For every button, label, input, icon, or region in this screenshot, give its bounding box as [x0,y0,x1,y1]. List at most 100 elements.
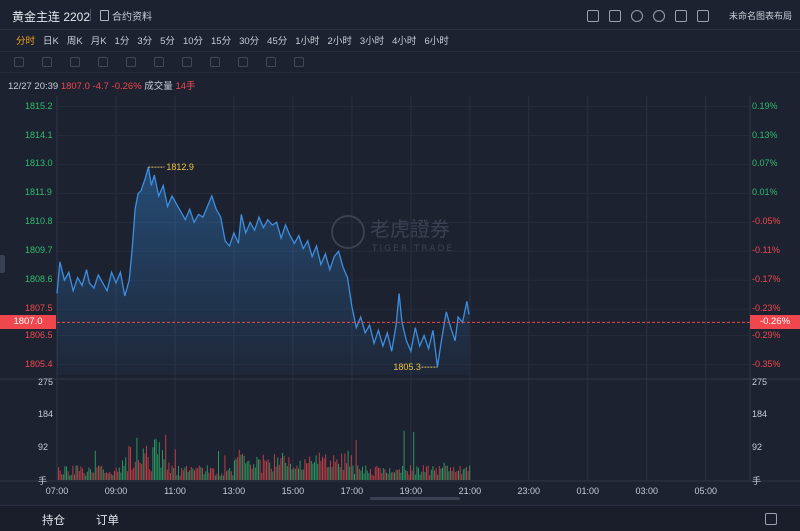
info-price: 1807.0 [60,81,90,92]
volume-bar [422,465,424,480]
measure-tool-icon[interactable] [126,57,136,67]
volume-bar [230,471,232,480]
settings-icon[interactable] [650,7,666,23]
layout-name[interactable]: 未命名图表布局 [728,11,792,21]
volume-bar [134,461,136,480]
volume-bar [138,460,139,480]
eye-tool-icon[interactable] [238,57,248,67]
period-tab[interactable]: 6小时 [424,36,449,47]
volume-bar [70,475,72,480]
period-tab[interactable]: 5分 [160,36,175,47]
copy-tool-icon[interactable] [266,57,276,67]
volume-bar [221,473,223,480]
volume-bar [414,474,416,480]
magnet-tool-icon[interactable] [154,57,164,67]
period-tab[interactable]: 15分 [211,36,232,47]
x-tick-label: 07:00 [45,486,69,496]
x-tick-label: 01:00 [576,486,600,496]
volume-bar [66,466,67,480]
volume-bar [442,467,443,480]
period-tab[interactable]: 10分 [182,36,204,47]
timeline-scroll-handle[interactable] [370,497,460,500]
period-tab[interactable]: 1分 [114,36,130,47]
y-tick-label: 1809.7 [25,245,53,256]
period-tab[interactable]: 分时 [16,36,36,47]
shape-tool-icon[interactable] [42,57,52,67]
y-tick-pct-label: -0.35% [752,358,781,369]
volume-bar [80,466,82,480]
volume-bar [437,474,439,480]
volume-bar [325,454,327,480]
current-pct-tag: -0.26% [750,315,800,330]
volume-tick-label-right: 275 [752,377,768,387]
text-tool-icon[interactable] [70,57,80,67]
volume-bar [418,467,419,480]
volume-bar [98,465,99,480]
volume-bar [240,454,242,480]
period-tab[interactable]: 30分 [239,36,260,47]
volume-bar [326,467,328,480]
volume-bar [234,460,235,480]
screen-icon[interactable] [584,7,600,23]
volume-bar [416,466,418,480]
volume-bar [131,469,133,480]
period-tab[interactable]: 周K [66,36,83,47]
fib-tool-icon[interactable] [98,57,108,67]
volume-bar [307,463,309,480]
edit-icon[interactable] [606,7,622,23]
volume-bar [342,470,344,480]
positions-tab[interactable]: 持仓 [42,515,65,527]
layout-icon[interactable] [694,7,710,23]
volume-bar [117,471,119,480]
refresh-icon[interactable] [628,7,644,23]
volume-bar [155,438,157,480]
volume-bar [299,460,301,480]
volume-bar [170,473,171,480]
volume-bar [282,452,283,480]
volume-bar [400,472,402,480]
volume-bar [178,466,179,480]
volume-bar [394,472,395,480]
period-tab[interactable]: 2小时 [327,36,352,47]
document-icon [100,10,109,21]
y-tick-label: 1807.5 [25,303,53,314]
period-tab[interactable]: 月K [90,36,107,47]
fullscreen-icon[interactable] [672,7,688,23]
volume-bar [373,475,375,480]
side-panel-handle[interactable] [0,255,5,273]
lock-tool-icon[interactable] [210,57,220,67]
chart-canvas[interactable]: 老虎證券 TIGER TRADE 1812.9 1805.3 [0,0,800,505]
volume-bar [125,457,127,480]
volume-bar [270,468,272,480]
period-tab[interactable]: 4小时 [392,36,417,47]
period-tab[interactable]: 3分 [137,36,153,47]
volume-tick-label-right: 92 [752,441,763,452]
volume-bar [275,466,277,480]
volume-bar [278,464,280,480]
period-tab[interactable]: 日K [43,36,59,47]
volume-bar [381,473,383,480]
volume-bar [152,447,154,480]
panel-toggle-icon[interactable] [765,513,777,525]
volume-bar [69,475,71,480]
volume-bar [469,465,471,480]
period-tab[interactable]: 45分 [267,36,288,47]
volume-bar [250,464,251,480]
x-tick-label: 19:00 [399,486,423,496]
contract-info-link[interactable]: 合约资料 [100,8,152,23]
volume-bar [162,450,163,480]
volume-bar [90,469,91,480]
volume-tick-label-right: 手 [752,476,762,486]
period-tab[interactable]: 3小时 [359,36,385,47]
volume-bar [379,468,381,480]
watermark-text: 老虎證券 [370,217,450,241]
period-tab[interactable]: 1小时 [295,36,320,47]
volume-bar [267,459,269,480]
orders-tab[interactable]: 订单 [96,515,119,527]
y-tick-label: 1808.6 [25,274,53,285]
volume-bar [72,465,74,480]
delete-tool-icon[interactable] [294,57,304,67]
volume-bar [200,467,202,480]
line-tool-icon[interactable] [14,57,24,67]
pen-tool-icon[interactable] [182,57,192,67]
